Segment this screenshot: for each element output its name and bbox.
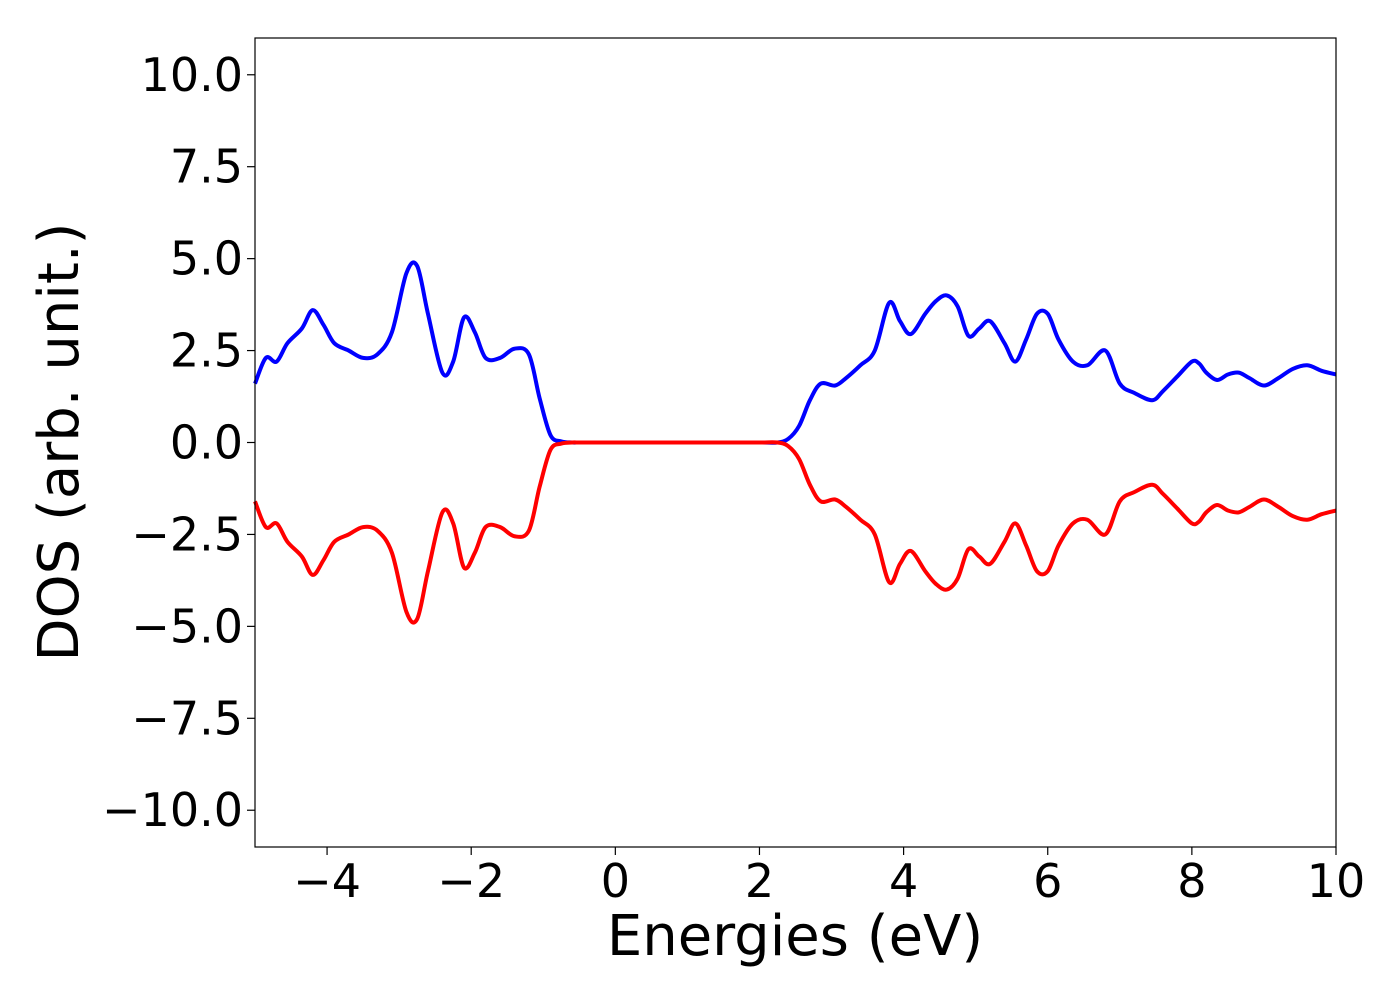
series-line-1 — [253, 440, 1337, 625]
y-tick-label: 7.5 — [170, 140, 243, 194]
y-tick-label: 5.0 — [170, 232, 243, 286]
x-tick-label: −4 — [293, 854, 361, 908]
plot-frame — [254, 37, 1337, 848]
y-tick-label: 0.0 — [170, 416, 243, 470]
x-tick-label: 6 — [1033, 854, 1062, 908]
x-tick-label: −2 — [437, 854, 505, 908]
y-tick-label: −2.5 — [131, 507, 243, 561]
series-layer — [253, 260, 1337, 625]
y-axis-title: DOS (arb. unit.) — [27, 222, 92, 661]
y-tick-label: 2.5 — [170, 324, 243, 378]
x-tick-label: 4 — [889, 854, 918, 908]
series-line-0 — [253, 260, 1337, 445]
x-axis-title: Energies (eV) — [607, 904, 983, 969]
y-tick-label: −5.0 — [131, 599, 243, 653]
x-ticks: −4 −2 0 2 4 6 8 10 — [293, 847, 1365, 908]
y-ticks: 10.0 7.5 5.0 2.5 0.0 −2.5 −5.0 −7.5 −10.0 — [102, 48, 255, 837]
y-tick-label: 10.0 — [141, 48, 243, 102]
x-tick-label: 8 — [1177, 854, 1206, 908]
y-tick-label: −7.5 — [131, 691, 243, 745]
y-tick-label: −10.0 — [102, 783, 243, 837]
x-tick-label: 2 — [745, 854, 774, 908]
x-tick-label: 10 — [1307, 854, 1366, 908]
x-tick-label: 0 — [601, 854, 630, 908]
